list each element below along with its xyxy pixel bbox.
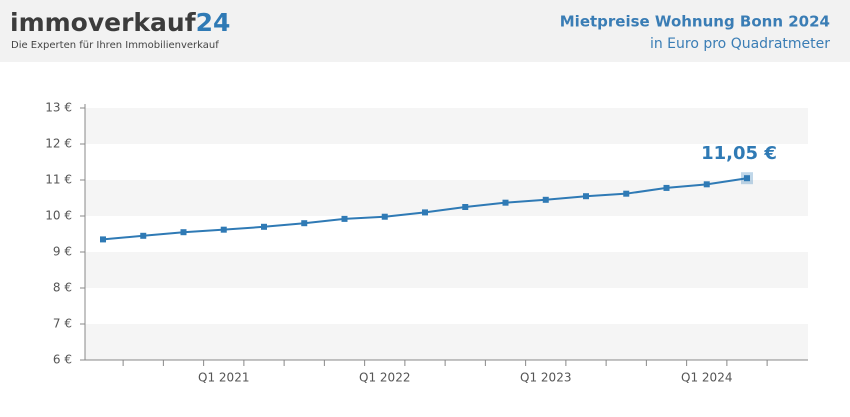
chart-subtitle: in Euro pro Quadratmeter bbox=[650, 36, 830, 52]
y-tick-label: 7 € bbox=[53, 317, 72, 331]
marker bbox=[381, 213, 388, 220]
header-band bbox=[0, 0, 850, 62]
marker bbox=[220, 226, 227, 233]
x-tick-label: Q1 2022 bbox=[359, 371, 410, 385]
logo-suffix: 24 bbox=[196, 8, 231, 37]
grid-band bbox=[85, 252, 808, 288]
marker bbox=[341, 215, 348, 222]
logo: immoverkauf24 bbox=[10, 8, 230, 37]
marker bbox=[542, 196, 549, 203]
tagline: Die Experten für Ihren Immobilienverkauf bbox=[11, 40, 219, 51]
y-tick-label: 13 € bbox=[45, 101, 72, 115]
marker bbox=[623, 190, 630, 197]
value-label: 11,05 € bbox=[701, 143, 777, 164]
marker bbox=[703, 181, 710, 188]
marker bbox=[261, 223, 267, 230]
marker bbox=[180, 229, 187, 236]
y-tick-label: 12 € bbox=[45, 137, 72, 151]
x-tick-label: Q1 2021 bbox=[198, 371, 249, 385]
marker bbox=[744, 175, 750, 182]
y-tick-label: 10 € bbox=[45, 209, 72, 223]
marker bbox=[583, 193, 589, 200]
logo-name: immoverkauf bbox=[10, 8, 197, 37]
x-tick-label: Q1 2024 bbox=[681, 371, 732, 385]
y-tick-label: 9 € bbox=[53, 245, 72, 259]
chart-title: Mietpreise Wohnung Bonn 2024 bbox=[560, 13, 830, 31]
marker bbox=[100, 236, 106, 243]
y-tick-label: 6 € bbox=[53, 353, 72, 367]
marker bbox=[301, 220, 308, 227]
marker bbox=[140, 232, 147, 239]
grid-band bbox=[85, 108, 808, 144]
marker bbox=[502, 199, 509, 206]
y-tick-label: 8 € bbox=[53, 281, 72, 295]
marker bbox=[462, 204, 469, 210]
marker bbox=[422, 209, 428, 216]
x-tick-label: Q1 2023 bbox=[520, 371, 571, 385]
grid-band bbox=[85, 324, 808, 360]
y-tick-label: 11 € bbox=[45, 173, 72, 187]
marker bbox=[663, 184, 670, 191]
